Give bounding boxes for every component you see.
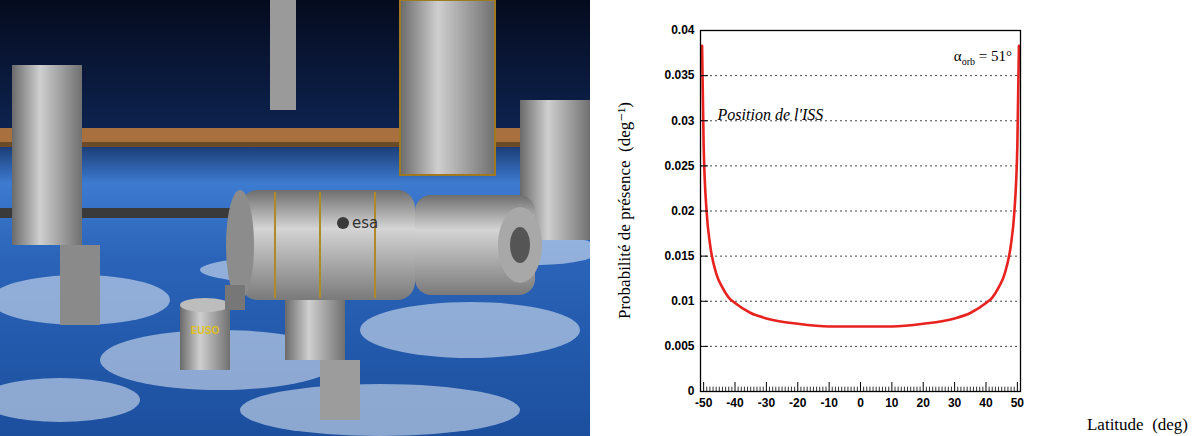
svg-text:-10: -10 bbox=[820, 396, 838, 410]
svg-text:-50: -50 bbox=[695, 396, 713, 410]
svg-text:0.03: 0.03 bbox=[671, 114, 695, 128]
svg-text:-40: -40 bbox=[726, 396, 744, 410]
svg-text:0.02: 0.02 bbox=[671, 204, 695, 218]
svg-text:-20: -20 bbox=[789, 396, 807, 410]
svg-text:20: 20 bbox=[917, 396, 931, 410]
svg-text:Position de l'ISS: Position de l'ISS bbox=[717, 106, 824, 123]
svg-text:esa: esa bbox=[352, 214, 378, 232]
svg-text:0: 0 bbox=[688, 384, 695, 398]
svg-text:0.025: 0.025 bbox=[664, 159, 694, 173]
svg-text:0.01: 0.01 bbox=[671, 294, 695, 308]
svg-text:αorb = 51°: αorb = 51° bbox=[954, 48, 1012, 67]
svg-text:-30: -30 bbox=[758, 396, 776, 410]
svg-text:0.04: 0.04 bbox=[671, 23, 695, 37]
svg-text:0.035: 0.035 bbox=[664, 68, 694, 82]
svg-text:30: 30 bbox=[948, 396, 962, 410]
svg-text:50: 50 bbox=[1011, 396, 1025, 410]
svg-text:0.015: 0.015 bbox=[664, 249, 694, 263]
svg-text:0: 0 bbox=[857, 396, 864, 410]
svg-text:40: 40 bbox=[979, 396, 993, 410]
svg-text:Latitude (deg): Latitude (deg) bbox=[1087, 415, 1188, 434]
svg-text:10: 10 bbox=[885, 396, 899, 410]
svg-text:EUSO: EUSO bbox=[191, 325, 220, 336]
svg-text:0.005: 0.005 bbox=[664, 339, 694, 353]
svg-text:Probabilité de présence (deg⁻: Probabilité de présence (deg⁻¹) bbox=[615, 102, 634, 319]
